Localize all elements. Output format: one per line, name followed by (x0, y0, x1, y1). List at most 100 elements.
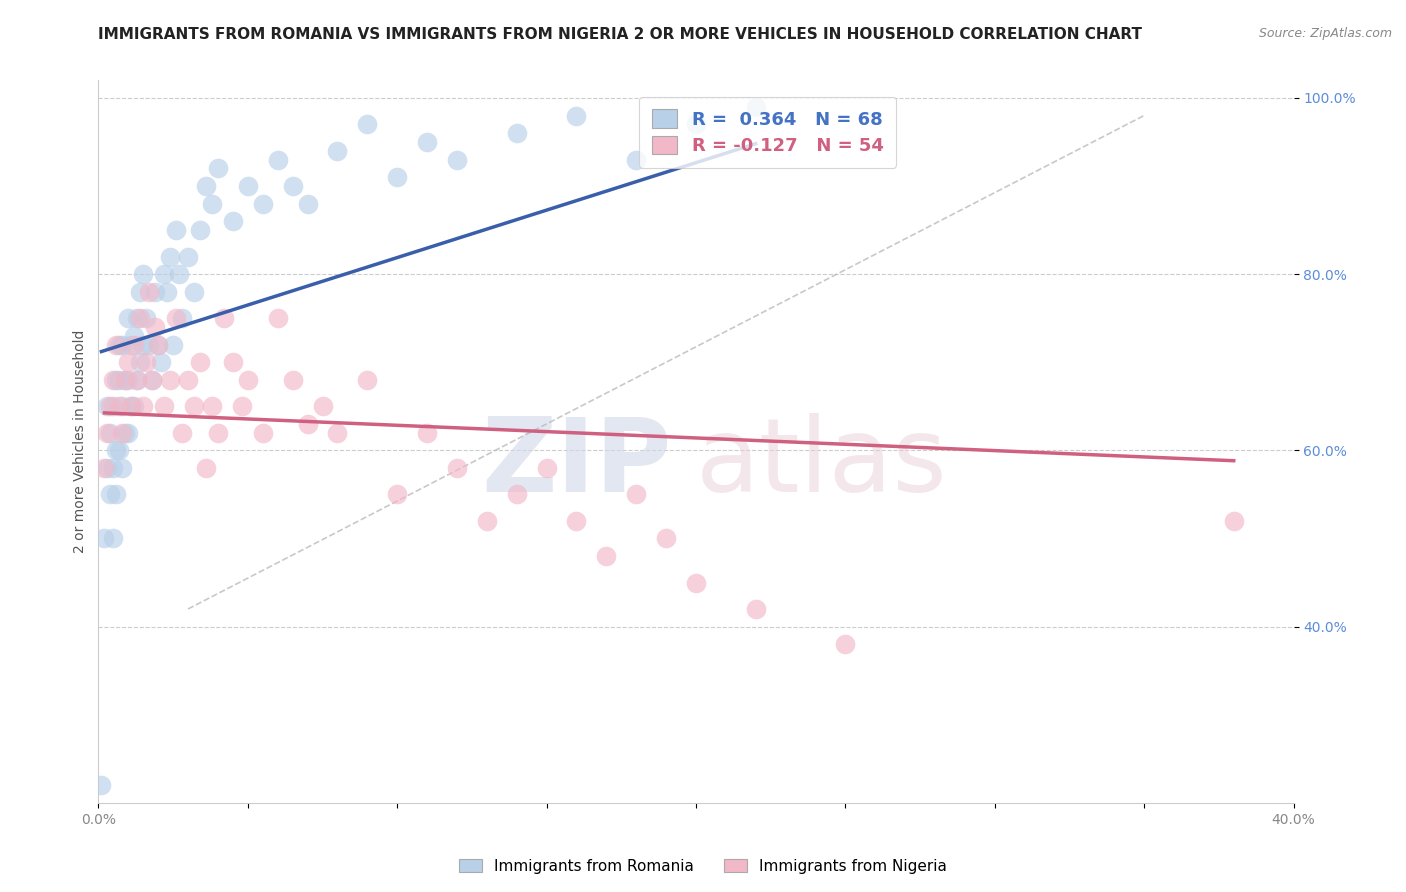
Point (326, 425, 349, 440)
Point (252, 425, 274, 440)
Point (105, 487, 128, 501)
Point (98, 487, 122, 501)
Point (416, 135, 439, 149)
Point (385, 170, 409, 185)
Text: IMMIGRANTS FROM ROMANIA VS IMMIGRANTS FROM NIGERIA 2 OR MORE VEHICLES IN HOUSEHO: IMMIGRANTS FROM ROMANIA VS IMMIGRANTS FR… (98, 27, 1143, 42)
Point (595, 549, 617, 563)
Point (138, 285, 160, 299)
Point (108, 399, 131, 413)
Point (111, 425, 134, 440)
Point (385, 487, 409, 501)
Point (311, 399, 333, 413)
Point (93, 461, 115, 475)
Point (117, 373, 139, 387)
Point (127, 373, 149, 387)
Point (252, 196, 274, 211)
Text: Source: ZipAtlas.com: Source: ZipAtlas.com (1258, 27, 1392, 40)
Point (153, 399, 176, 413)
Point (143, 320, 166, 334)
Point (117, 355, 139, 369)
Point (148, 337, 170, 351)
Point (167, 267, 190, 281)
Point (150, 355, 173, 369)
Point (141, 373, 163, 387)
Point (446, 461, 468, 475)
Point (108, 443, 131, 458)
Point (475, 514, 498, 528)
Point (236, 373, 259, 387)
Point (188, 223, 211, 237)
Point (222, 214, 245, 228)
Point (148, 337, 170, 351)
Point (111, 399, 134, 413)
Point (207, 425, 229, 440)
Point (117, 311, 139, 326)
Point (745, 602, 768, 616)
Point (108, 337, 131, 351)
Point (183, 285, 205, 299)
Legend: R =  0.364   N = 68, R = -0.127   N = 54: R = 0.364 N = 68, R = -0.127 N = 54 (640, 96, 896, 168)
Point (162, 337, 184, 351)
Point (626, 153, 648, 167)
Point (120, 337, 142, 351)
Point (267, 153, 290, 167)
Point (156, 285, 179, 299)
Y-axis label: 2 or more Vehicles in Household: 2 or more Vehicles in Household (73, 330, 87, 553)
Point (105, 337, 128, 351)
Point (159, 373, 181, 387)
Point (685, 575, 707, 590)
Point (536, 461, 558, 475)
Point (506, 487, 529, 501)
Point (172, 425, 194, 440)
Point (132, 267, 155, 281)
Point (356, 117, 378, 131)
Point (120, 399, 142, 413)
Point (416, 425, 439, 440)
Point (195, 179, 218, 194)
Point (105, 443, 128, 458)
Point (183, 399, 205, 413)
Point (103, 532, 125, 546)
Point (96, 399, 118, 413)
Point (188, 355, 211, 369)
Point (655, 532, 678, 546)
Point (177, 250, 200, 264)
Point (129, 285, 152, 299)
Point (114, 373, 136, 387)
Point (129, 311, 152, 326)
Point (297, 417, 319, 431)
Point (117, 425, 139, 440)
Point (98, 399, 122, 413)
Point (565, 109, 588, 123)
Point (1223, 514, 1246, 528)
Point (135, 355, 157, 369)
Point (132, 399, 155, 413)
Text: atlas: atlas (696, 413, 948, 514)
Point (141, 373, 163, 387)
Point (207, 161, 229, 176)
Point (105, 373, 128, 387)
Point (108, 373, 131, 387)
Point (127, 373, 149, 387)
Point (565, 514, 588, 528)
Point (111, 337, 134, 351)
Point (93, 532, 115, 546)
Point (90, 778, 112, 792)
Point (153, 267, 176, 281)
Point (96, 425, 118, 440)
Legend: Immigrants from Romania, Immigrants from Nigeria: Immigrants from Romania, Immigrants from… (453, 853, 953, 880)
Point (281, 373, 304, 387)
Point (231, 399, 253, 413)
Point (127, 311, 149, 326)
Point (135, 311, 157, 326)
Point (222, 355, 245, 369)
Point (506, 126, 529, 140)
Text: ZIP: ZIP (482, 413, 672, 514)
Point (103, 461, 125, 475)
Point (129, 355, 152, 369)
Point (281, 179, 304, 194)
Point (297, 196, 319, 211)
Point (685, 117, 707, 131)
Point (626, 487, 648, 501)
Point (326, 144, 349, 158)
